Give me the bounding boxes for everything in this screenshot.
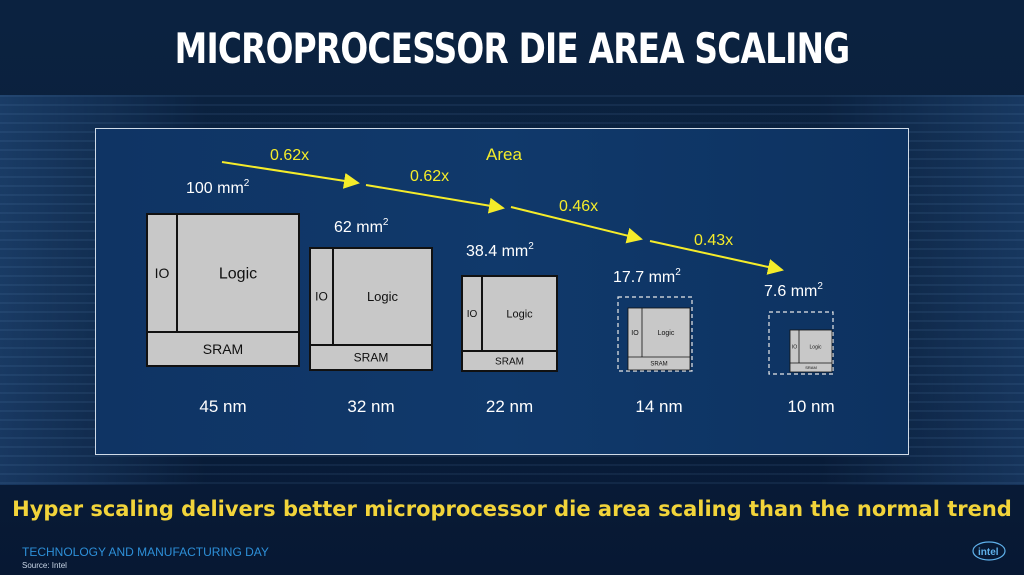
scaling-factor-label: 0.43x [694,232,733,249]
die-area-label: 7.6 mm2 [764,281,823,300]
headline: Hyper scaling delivers better microproce… [12,497,1012,521]
logic-label: Logic [810,344,822,350]
die-group-22nm: IO Logic SRAM 38.4 mm2 22 nm [461,241,558,416]
die-area-label: 38.4 mm2 [466,241,534,260]
footer-event: TECHNOLOGY AND MANUFACTURING DAY [22,545,269,559]
die-group-10nm: IO Logic SRAM 7.6 mm2 10 nm [764,281,835,416]
previous-die-outline [617,296,693,372]
scaling-factor-label: 0.62x [410,168,449,185]
die-group-32nm: IO Logic SRAM 62 mm2 32 nm [309,217,433,416]
intel-logo-icon: intel [972,541,1006,561]
die-group-14nm: IO Logic SRAM 17.7 mm2 14 nm [613,267,693,416]
logic-label: Logic [367,289,399,304]
area-label: Area [486,145,522,164]
scaling-arrow [365,184,505,214]
io-label: IO [467,309,478,320]
sram-label: SRAM [203,341,243,357]
sram-label: SRAM [354,351,389,365]
logic-label: Logic [219,266,257,283]
die-block [627,307,691,371]
scaling-arrow [221,161,360,189]
io-label: IO [792,344,797,350]
process-node-label: 45 nm [199,397,246,416]
die-area-label: 100 mm2 [186,178,250,197]
process-node-label: 32 nm [347,397,394,416]
die-block [789,329,833,373]
process-node-label: 14 nm [635,397,682,416]
io-label: IO [631,330,639,337]
svg-text:intel: intel [978,547,999,558]
die-group-45nm: IO Logic SRAM 100 mm2 45 nm [146,178,300,416]
die-area-label: 17.7 mm2 [613,267,681,286]
sram-label: SRAM [650,362,667,368]
source-note: Source: Intel [22,561,67,570]
scaling-arrow [510,206,643,244]
logic-label: Logic [506,308,533,320]
page-title: MICROPROCESSOR DIE AREA SCALING [174,24,850,73]
scaling-factor-label: 0.62x [270,147,309,164]
die-block [309,247,433,371]
previous-die-outline [768,311,834,375]
scaling-arrow [649,240,784,275]
sram-label: SRAM [805,365,817,370]
io-label: IO [315,290,328,304]
process-node-label: 10 nm [787,397,834,416]
die-area-label: 62 mm2 [334,217,389,236]
process-node-label: 22 nm [486,397,533,416]
die-block [461,275,558,372]
sram-label: SRAM [495,357,524,368]
io-label: IO [155,265,170,281]
scaling-factor-label: 0.46x [559,198,598,215]
logic-label: Logic [658,330,675,337]
die-block [146,213,300,367]
